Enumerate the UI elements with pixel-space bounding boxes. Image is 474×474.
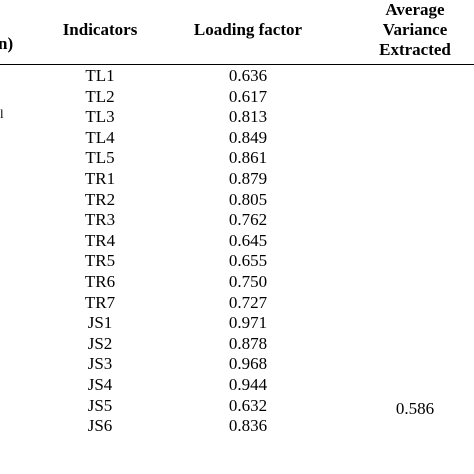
header-left-fragment: n) bbox=[0, 34, 14, 53]
table-row: TR7 0.727 bbox=[0, 293, 474, 313]
loading-factor-cell: 0.645 bbox=[228, 230, 268, 250]
table-row: TR5 0.655 bbox=[0, 251, 474, 271]
loading-factor-cell: 0.813 bbox=[228, 107, 268, 127]
indicator-cell: TL3 bbox=[85, 107, 115, 127]
indicator-cell: TL5 bbox=[85, 148, 115, 168]
indicator-cell: TL2 bbox=[85, 86, 115, 106]
table-row: JS2 0.878 bbox=[0, 334, 474, 354]
table-row: JS3 0.968 bbox=[0, 354, 474, 374]
indicator-cell: TR2 bbox=[84, 189, 116, 209]
table-row: JS4 0.944 bbox=[0, 375, 474, 395]
loading-factor-cell: 0.632 bbox=[228, 395, 268, 415]
loading-factor-cell: 0.655 bbox=[228, 251, 268, 271]
header-ave-line-2: Variance bbox=[382, 20, 448, 39]
indicator-cell: TR3 bbox=[84, 210, 116, 230]
table-row: TR2 0.805 bbox=[0, 190, 474, 210]
indicator-cell: JS1 bbox=[87, 313, 113, 333]
table-row: TL2 0.617 bbox=[0, 87, 474, 107]
loading-factor-cell: 0.836 bbox=[228, 416, 268, 436]
indicator-cell: TL1 bbox=[85, 66, 115, 85]
table-row: JS1 0.971 bbox=[0, 313, 474, 333]
loading-factor-cell: 0.849 bbox=[228, 127, 268, 147]
table-row: JS5 0.632 bbox=[0, 396, 474, 416]
loading-factor-cell: 0.762 bbox=[228, 210, 268, 230]
header-loading-factor: Loading factor bbox=[193, 20, 303, 39]
loading-factor-cell: 0.879 bbox=[228, 169, 268, 188]
header-ave-line-1: Average bbox=[385, 0, 445, 19]
header-rule bbox=[0, 64, 474, 65]
table-row: TR1 0.879 bbox=[0, 169, 474, 189]
loading-factor-cell: 0.878 bbox=[228, 333, 268, 353]
indicator-cell: TR1 bbox=[84, 169, 116, 188]
loading-factor-cell: 0.727 bbox=[228, 292, 268, 312]
table-row: TL3 0.813 bbox=[0, 107, 474, 127]
table-row: TR6 0.750 bbox=[0, 272, 474, 292]
indicator-cell: TR5 bbox=[84, 251, 116, 271]
side-mark: l bbox=[0, 106, 4, 121]
header-average-variance-extracted: Average Variance Extracted bbox=[360, 0, 470, 60]
indicator-cell: JS2 bbox=[87, 333, 113, 353]
table-row: JS6 0.836 bbox=[0, 416, 474, 436]
ave-value: 0.586 bbox=[395, 399, 435, 418]
loading-factor-cell: 0.617 bbox=[228, 86, 268, 106]
loading-factor-cell: 0.971 bbox=[228, 313, 268, 333]
loading-factor-cell: 0.861 bbox=[228, 148, 268, 168]
loading-factor-cell: 0.805 bbox=[228, 189, 268, 209]
table-row: TL5 0.861 bbox=[0, 148, 474, 168]
indicator-cell: TR6 bbox=[84, 272, 116, 291]
header-indicators: Indicators bbox=[62, 20, 138, 39]
indicator-cell: TL4 bbox=[85, 127, 115, 147]
header-ave-line-3: Extracted bbox=[379, 40, 451, 59]
loading-factor-cell: 0.968 bbox=[228, 354, 268, 374]
table-row: TL4 0.849 bbox=[0, 128, 474, 148]
indicator-cell: JS5 bbox=[87, 395, 113, 415]
table-row: TR3 0.762 bbox=[0, 210, 474, 230]
table-row: TL1 0.636 bbox=[0, 66, 474, 86]
indicator-cell: JS3 bbox=[87, 354, 113, 374]
loading-factor-cell: 0.636 bbox=[228, 66, 268, 85]
indicator-cell: JS6 bbox=[87, 416, 113, 436]
table-row: TR4 0.645 bbox=[0, 231, 474, 251]
loading-factor-cell: 0.750 bbox=[228, 272, 268, 291]
indicator-cell: TR4 bbox=[84, 230, 116, 250]
indicator-cell: JS4 bbox=[87, 375, 113, 394]
loading-factor-cell: 0.944 bbox=[228, 375, 268, 394]
indicator-cell: TR7 bbox=[84, 292, 116, 312]
